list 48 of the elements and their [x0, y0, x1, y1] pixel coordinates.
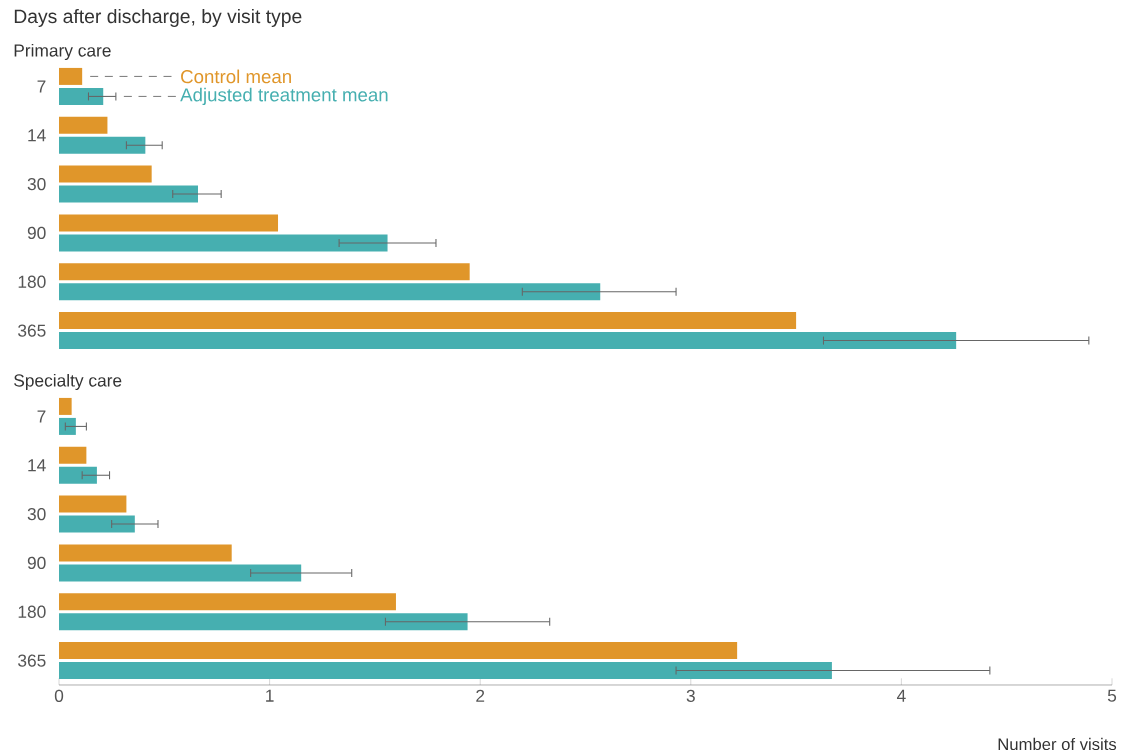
x-tick-label: 0: [54, 689, 64, 702]
bar: [59, 234, 388, 252]
bar: [59, 466, 97, 484]
y-tick-label: 90: [27, 226, 46, 240]
bar: [59, 312, 797, 330]
bar: [59, 642, 738, 660]
bar: [59, 593, 396, 611]
chart-title: Days after discharge, by visit type: [14, 8, 302, 28]
y-tick-label: 14: [28, 459, 46, 472]
bar: [59, 397, 72, 415]
x-tick-label: 4: [896, 689, 906, 702]
bar: [59, 116, 108, 134]
x-tick-label: 2: [476, 689, 485, 702]
bar: [59, 136, 146, 154]
bar: [59, 564, 302, 582]
y-tick-label: 30: [27, 507, 46, 521]
bar: [59, 613, 468, 631]
y-tick-label: 30: [27, 177, 46, 191]
chart-subtitle: Primary care: [14, 43, 111, 61]
bar: [59, 87, 104, 105]
bar: [59, 662, 832, 680]
x-axis-title: Number of visits: [998, 737, 1117, 751]
bar: [59, 544, 232, 562]
y-tick-label: 180: [18, 605, 46, 618]
chart-title: Specialty care: [14, 373, 122, 391]
bar: [59, 263, 470, 281]
y-tick-label: 14: [28, 129, 46, 142]
bar: [59, 332, 957, 350]
bar: [59, 165, 152, 183]
y-tick-label: 365: [18, 324, 46, 337]
bar: [59, 214, 279, 232]
text: Control mean: [181, 69, 291, 84]
bar: [59, 417, 76, 435]
x-tick-label: 5: [1107, 689, 1117, 702]
y-tick-label: 90: [27, 556, 46, 570]
y-tick-label: 7: [37, 410, 46, 423]
bar: [59, 67, 83, 85]
bar: [59, 283, 601, 301]
y-tick-label: 180: [18, 275, 46, 288]
text: Adjusted treatment mean: [180, 87, 388, 106]
x-tick-label: 3: [686, 689, 695, 702]
y-tick-label: 7: [37, 80, 46, 93]
bar: [59, 515, 135, 533]
bar: [59, 495, 127, 513]
bar: [59, 185, 198, 203]
bar: [59, 446, 87, 464]
y-tick-label: 365: [18, 654, 46, 667]
x-tick-label: 1: [266, 689, 274, 702]
